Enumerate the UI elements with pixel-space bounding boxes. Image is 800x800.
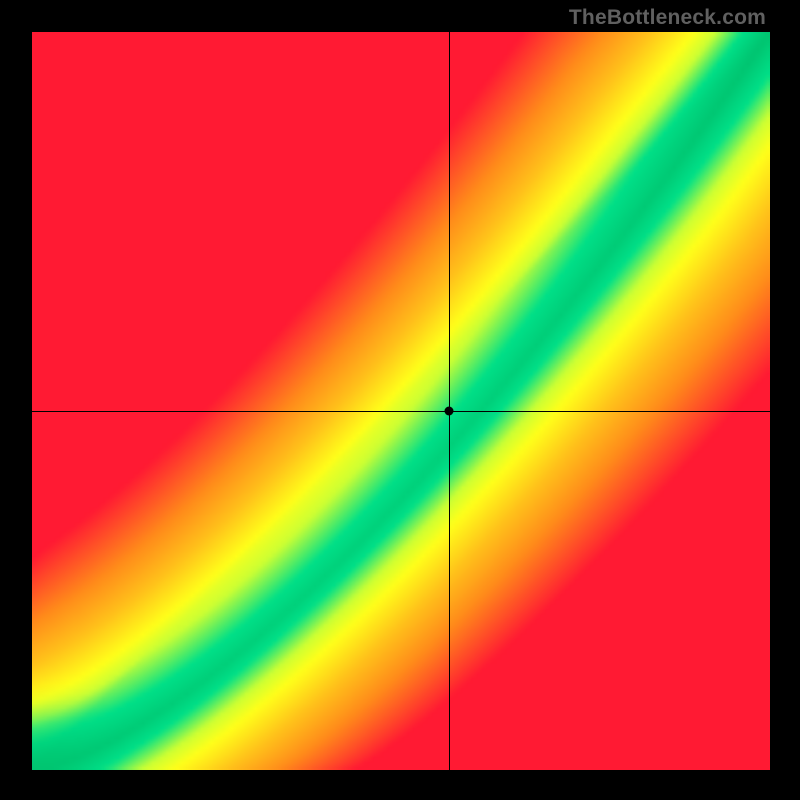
watermark-text: TheBottleneck.com	[569, 6, 766, 30]
crosshair-vertical	[449, 32, 450, 770]
heatmap-canvas	[32, 32, 770, 770]
chart-outer: TheBottleneck.com	[0, 0, 800, 800]
heatmap-plot	[32, 32, 770, 770]
crosshair-marker	[444, 406, 453, 415]
crosshair-horizontal	[32, 411, 770, 412]
